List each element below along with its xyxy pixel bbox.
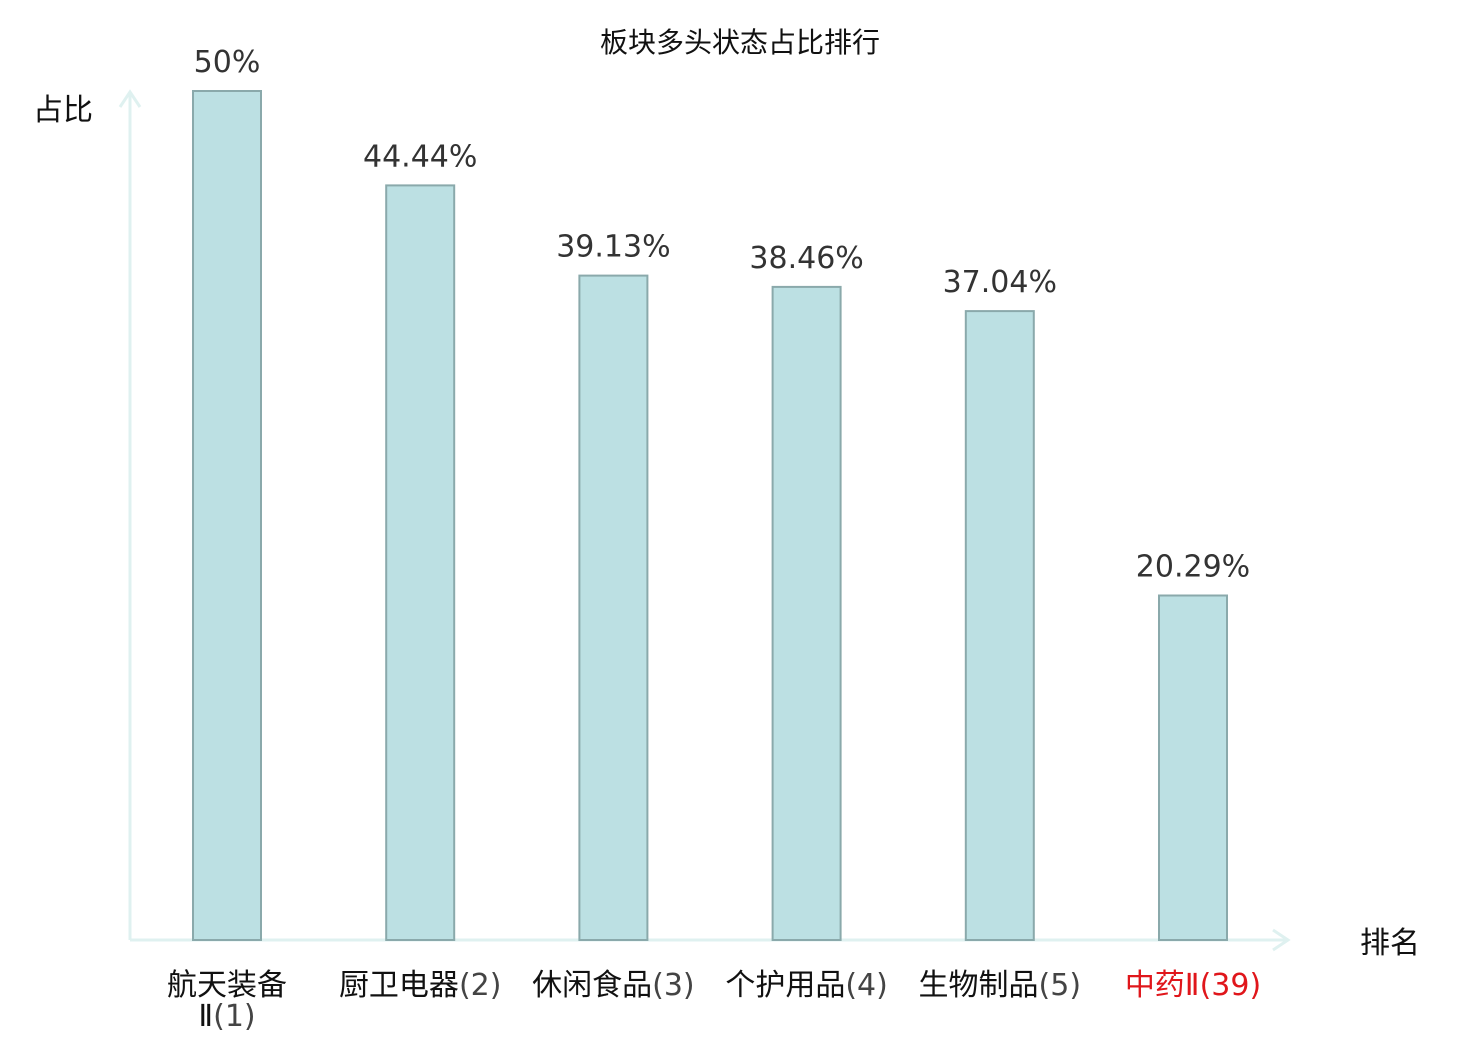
category-name: 个护用品	[725, 968, 845, 1003]
category-rank: (39)	[1200, 968, 1262, 1003]
category-tick-label: 生物制品(5)	[919, 968, 1082, 1003]
bar-value-label: 38.46%	[749, 241, 863, 276]
bars-group	[192, 90, 1228, 942]
category-tick-label: 航天装备	[167, 968, 287, 1003]
bar-value-label: 20.29%	[1136, 550, 1250, 585]
y-axis-arrow	[118, 89, 142, 108]
category-rank: (5)	[1039, 968, 1082, 1003]
bar	[1158, 594, 1228, 941]
value-labels-group: 50% 44.44% 39.13% 38.46% 37.04% 20.29%	[194, 45, 1251, 585]
bar-value-label: 39.13%	[556, 230, 670, 265]
bar-value-label: 44.44%	[363, 139, 477, 174]
x-axis-arrow	[1272, 928, 1291, 952]
bar	[771, 285, 842, 941]
bar	[578, 274, 649, 942]
axes	[118, 89, 1291, 952]
category-name: 中药Ⅱ	[1125, 968, 1200, 1003]
category-tick-label: 个护用品(4)	[725, 968, 888, 1003]
category-name: 休闲食品	[532, 968, 652, 1003]
category-name: 生物制品	[919, 968, 1039, 1003]
bar	[192, 90, 262, 941]
category-tick-label: 中药Ⅱ(39)	[1125, 968, 1261, 1003]
category-rank: (3)	[652, 968, 695, 1003]
bar-value-label: 50%	[194, 45, 261, 80]
category-rank: (2)	[459, 968, 502, 1003]
chart-title: 板块多头状态占比排行	[600, 26, 880, 59]
category-tick-label: Ⅱ(1)	[198, 999, 255, 1034]
bar	[964, 310, 1035, 942]
category-rank: (4)	[845, 968, 888, 1003]
category-tick-label: 厨卫电器(2)	[339, 968, 502, 1003]
bar-value-label: 37.04%	[943, 265, 1057, 300]
x-axis-label: 排名	[1360, 926, 1420, 961]
bar	[385, 184, 456, 941]
y-axis-label: 占比	[33, 93, 93, 128]
category-tick-label: 休闲食品(3)	[532, 968, 695, 1003]
category-rank: (1)	[213, 999, 256, 1034]
category-name: 厨卫电器	[339, 968, 459, 1003]
